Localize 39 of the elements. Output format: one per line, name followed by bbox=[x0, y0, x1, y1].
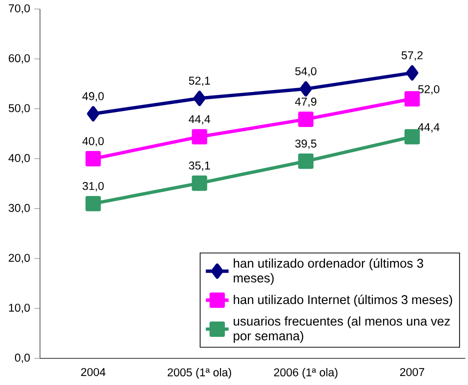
y-tick-label: 40,0 bbox=[8, 154, 30, 164]
x-tick-label: 2006 (1ª ola) bbox=[274, 368, 338, 379]
y-tick-label: 20,0 bbox=[8, 254, 30, 264]
point bbox=[298, 154, 314, 169]
data-label: 47,9 bbox=[295, 98, 316, 108]
legend-label: han utilizado ordenador (últimos 3 meses) bbox=[234, 258, 424, 285]
point bbox=[87, 106, 100, 122]
y-tick-label: 50,0 bbox=[8, 104, 30, 114]
data-label: 44,4 bbox=[418, 123, 440, 132]
point bbox=[404, 91, 420, 106]
point bbox=[193, 90, 206, 106]
data-label: 31,0 bbox=[82, 182, 104, 192]
data-label: 39,5 bbox=[295, 140, 316, 149]
y-tick-label: 30,0 bbox=[8, 204, 30, 214]
legend-label: han utilizado Internet (últimos 3 meses) bbox=[234, 294, 452, 307]
data-label: 44,4 bbox=[188, 115, 210, 124]
data-label: 40,0 bbox=[82, 137, 104, 146]
y-tick-label: 0,0 bbox=[14, 354, 30, 363]
data-label: 57,2 bbox=[402, 51, 423, 61]
point bbox=[192, 129, 208, 144]
x-tick-label: 2004 bbox=[81, 368, 106, 376]
point bbox=[86, 151, 101, 166]
data-label: 35,1 bbox=[188, 162, 210, 171]
data-label: 54,0 bbox=[295, 67, 316, 77]
x-tick-label: 2007 bbox=[400, 368, 424, 376]
data-label: 49,0 bbox=[82, 92, 104, 102]
y-tick-label: 10,0 bbox=[9, 304, 30, 314]
x-tick-label: 2005 (1ª ola) bbox=[168, 368, 232, 379]
point bbox=[404, 129, 420, 144]
point bbox=[300, 81, 312, 97]
data-label: 52,0 bbox=[418, 85, 440, 95]
y-tick-label: 70,0 bbox=[8, 4, 30, 14]
data-label: 52,1 bbox=[188, 76, 210, 86]
point bbox=[86, 196, 101, 212]
y-tick-label: 60,0 bbox=[8, 54, 30, 64]
legend-label: usuarios frecuentes (al menos una vez por semana) bbox=[234, 316, 450, 343]
point bbox=[192, 175, 208, 191]
point bbox=[298, 112, 314, 127]
point bbox=[406, 65, 418, 81]
